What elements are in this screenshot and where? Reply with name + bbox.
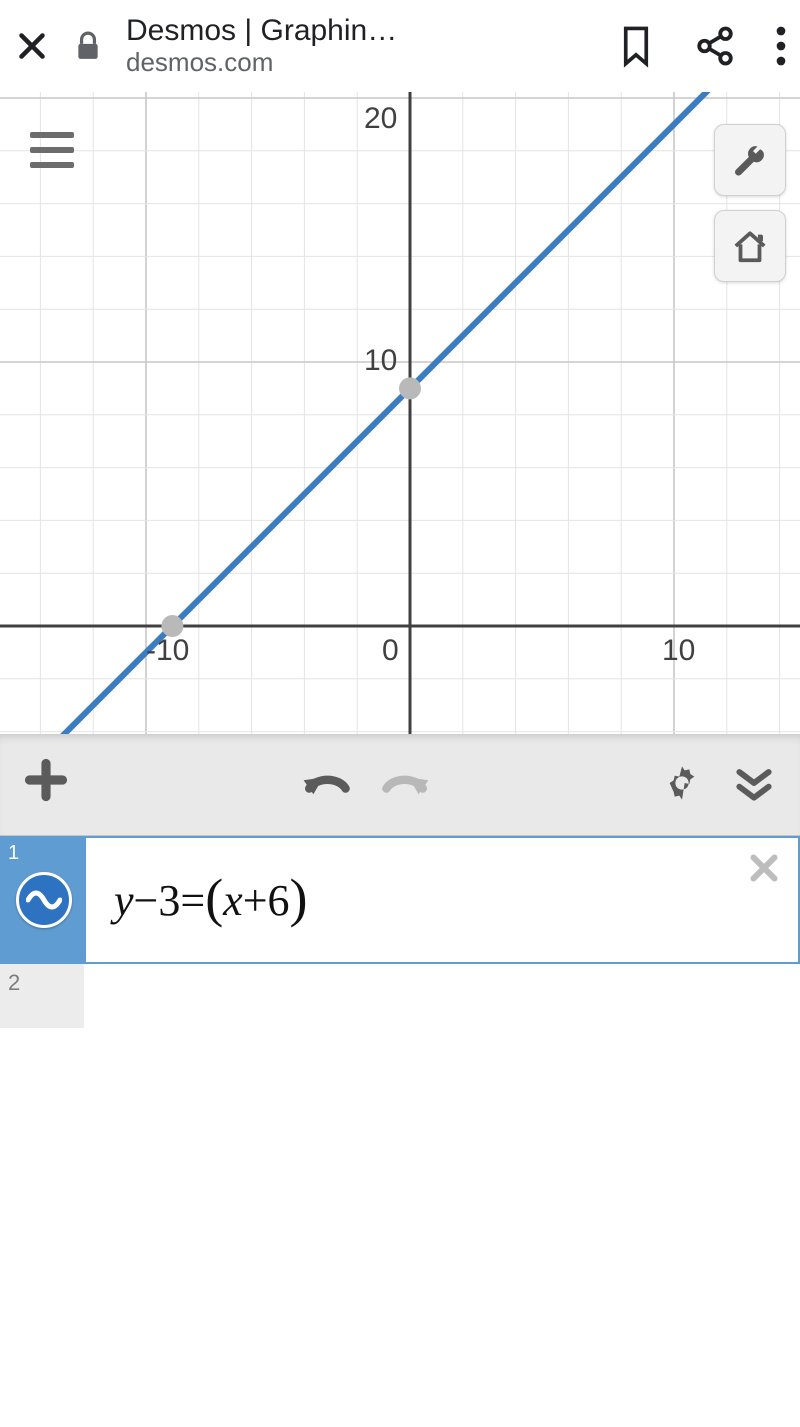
expression-index: 2 <box>8 970 20 996</box>
expression-row[interactable]: 1 y − 3 = ( x + 6 ) <box>0 836 800 964</box>
expression-toolbar <box>0 734 800 836</box>
hamburger-menu-button[interactable] <box>30 132 74 168</box>
expression-gutter[interactable]: 1 <box>2 838 86 962</box>
expression-gutter[interactable]: 2 <box>0 964 84 1028</box>
lock-icon <box>74 32 102 60</box>
delete-expression-icon[interactable] <box>746 850 782 891</box>
add-expression-button[interactable] <box>24 755 68 815</box>
axis-tick-label: 10 <box>662 634 695 668</box>
axis-tick-label: -10 <box>146 634 189 668</box>
page-title: Desmos | Graphin… <box>126 14 594 49</box>
close-tab-button[interactable] <box>14 28 50 64</box>
overflow-menu-icon[interactable] <box>776 26 786 66</box>
expression-list: 1 y − 3 = ( x + 6 ) 2 <box>0 836 800 1028</box>
collapse-chevrons-icon[interactable] <box>732 761 776 810</box>
settings-gear-icon[interactable] <box>662 763 702 808</box>
undo-button[interactable] <box>298 765 354 806</box>
page-url: desmos.com <box>126 48 594 78</box>
graph-viewport[interactable]: -10 0 10 10 20 <box>0 92 800 734</box>
share-icon[interactable] <box>694 25 736 67</box>
blank-area <box>0 1028 800 1427</box>
browser-chrome: Desmos | Graphin… desmos.com <box>0 0 800 92</box>
expression-math[interactable]: y − 3 = ( x + 6 ) <box>86 838 798 962</box>
axis-tick-label: 0 <box>382 634 399 668</box>
expression-math[interactable] <box>84 964 800 1028</box>
axis-tick-label: 10 <box>364 344 397 378</box>
axis-tick-label: 20 <box>364 102 397 136</box>
expression-row[interactable]: 2 <box>0 964 800 1028</box>
redo-button[interactable] <box>378 765 434 806</box>
settings-wrench-button[interactable] <box>714 124 786 196</box>
bookmark-icon[interactable] <box>618 24 654 68</box>
home-button[interactable] <box>714 210 786 282</box>
wave-indicator-icon[interactable] <box>16 872 72 928</box>
expression-index: 1 <box>8 842 19 865</box>
url-title-block[interactable]: Desmos | Graphin… desmos.com <box>126 14 594 78</box>
